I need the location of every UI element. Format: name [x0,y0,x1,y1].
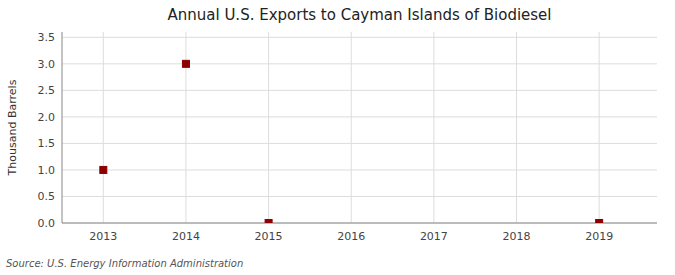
chart-container: Annual U.S. Exports to Cayman Islands of… [0,0,675,275]
chart: Annual U.S. Exports to Cayman Islands of… [0,0,675,275]
x-grid-line [516,32,517,223]
x-grid-line [433,32,434,223]
point [596,220,603,224]
source-note: Source: U.S. Energy Information Administ… [6,258,243,269]
x-tick-label: 2014 [172,230,200,243]
title: Annual U.S. Exports to Cayman Islands of… [167,6,551,24]
points [100,60,603,223]
y-tick-label: 2.0 [38,111,56,124]
x-tick-label: 2016 [337,230,365,243]
y-grid-line [62,116,657,117]
x-tick-label: 2018 [503,230,531,243]
y-tick-label: 3.5 [38,31,56,44]
x-tick-label: 2013 [89,230,117,243]
y-grid-line [62,143,657,144]
x-grid-line [351,32,352,223]
x-grid-line [103,32,104,223]
point [100,166,107,173]
x-axis-line [62,223,657,224]
x-tick-label: 2017 [420,230,448,243]
y-grid-line [62,196,657,197]
point [182,60,189,67]
y-tick-label: 0.5 [38,190,56,203]
y-tick-label: 1.5 [38,137,56,150]
y-grid-line [62,90,657,91]
y-grid-line [62,169,657,170]
x-tick-label: 2019 [585,230,613,243]
y-tick-label: 3.0 [38,58,56,71]
y-axis-label: Thousand Barrels [6,79,19,176]
y-tick-label: 0.0 [38,217,56,230]
x-grid-line [268,32,269,223]
grid [62,32,657,223]
y-tick-label: 2.5 [38,84,56,97]
y-tick-label: 1.0 [38,164,56,177]
y-grid-line [62,37,657,38]
y-grid-line [62,223,657,224]
point [265,220,272,224]
y-grid-line [62,63,657,64]
x-tick-label: 2015 [255,230,283,243]
x-grid-line [599,32,600,223]
y-axis-line [62,32,63,223]
